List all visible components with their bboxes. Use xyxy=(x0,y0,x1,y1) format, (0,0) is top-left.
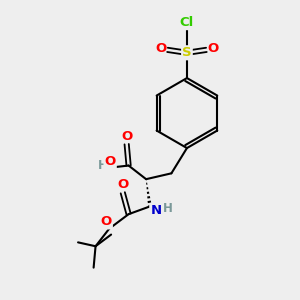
Text: O: O xyxy=(121,130,132,143)
Text: O: O xyxy=(208,42,219,56)
Text: Cl: Cl xyxy=(180,16,194,29)
Text: O: O xyxy=(155,42,166,56)
Text: H: H xyxy=(98,159,107,172)
Text: S: S xyxy=(182,46,192,59)
Text: O: O xyxy=(117,178,128,191)
Text: O: O xyxy=(104,155,116,168)
Text: N: N xyxy=(150,204,161,217)
Text: H: H xyxy=(163,202,172,215)
Text: O: O xyxy=(100,215,112,228)
